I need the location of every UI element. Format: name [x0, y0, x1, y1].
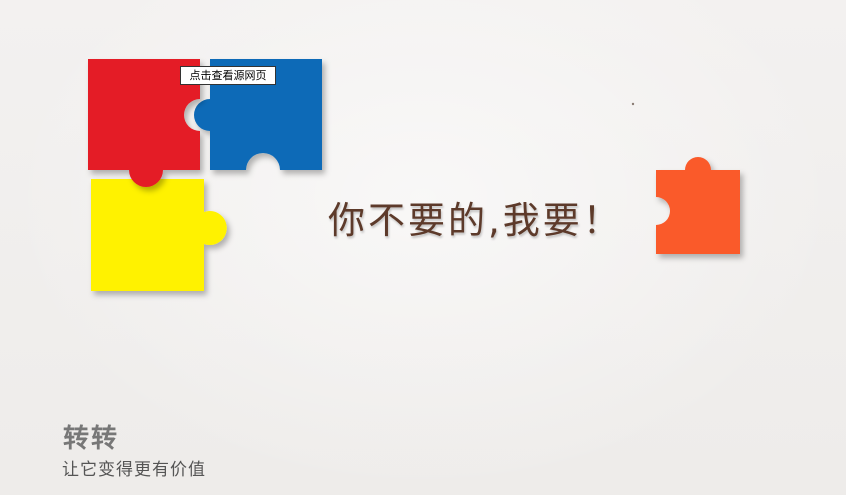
brand-name: 转转 [63, 418, 119, 455]
brand-slogan: 让它变得更有价值 [62, 455, 206, 480]
view-source-link[interactable]: 点击查看源网页 [180, 66, 276, 85]
dot-mark [632, 103, 634, 105]
puzzle-piece-yellow [91, 179, 227, 291]
headline-text: 你不要的,我要！ [328, 190, 623, 244]
puzzle-piece-orange [656, 157, 740, 254]
